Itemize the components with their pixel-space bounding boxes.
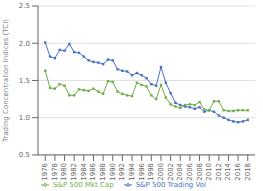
svg-text:2012: 2012 [215, 163, 223, 181]
svg-text:Trading Concentration Indices: Trading Concentration Indices (TCI) [8, 19, 10, 143]
svg-text:1994: 1994 [128, 162, 136, 180]
html-text:S&P 500 Trading Vol: S&P 500 Trading Vol [135, 180, 206, 189]
svg-text:0.5: 0.5 [19, 151, 30, 159]
svg-text:2010: 2010 [205, 163, 213, 181]
svg-text:1.5: 1.5 [19, 77, 30, 85]
svg-text:2000: 2000 [157, 163, 165, 181]
svg-text:1988: 1988 [99, 163, 107, 181]
svg-text:2.5: 2.5 [19, 2, 30, 10]
svg-text:1986: 1986 [89, 162, 97, 180]
svg-text:1992: 1992 [118, 163, 126, 181]
svg-text:1978: 1978 [51, 163, 59, 181]
svg-text:2004: 2004 [176, 162, 184, 180]
svg-text:1980: 1980 [60, 163, 68, 181]
svg-text:1990: 1990 [109, 163, 117, 181]
html-text:S&P 500 Mkt Cap: S&P 500 Mkt Cap [53, 180, 114, 189]
svg-text:1982: 1982 [70, 163, 78, 181]
svg-text:2.0: 2.0 [19, 40, 30, 48]
svg-text:2016: 2016 [234, 162, 242, 180]
svg-text:2008: 2008 [196, 163, 204, 181]
svg-text:2018: 2018 [244, 163, 252, 181]
svg-text:1998: 1998 [147, 163, 155, 181]
svg-text:2002: 2002 [167, 163, 175, 181]
svg-text:1984: 1984 [80, 162, 88, 180]
svg-text:2014: 2014 [224, 162, 232, 180]
svg-text:1996: 1996 [138, 162, 146, 180]
svg-text:1.0: 1.0 [19, 114, 30, 122]
svg-text:1976: 1976 [41, 162, 49, 180]
svg-text:2006: 2006 [186, 162, 194, 180]
